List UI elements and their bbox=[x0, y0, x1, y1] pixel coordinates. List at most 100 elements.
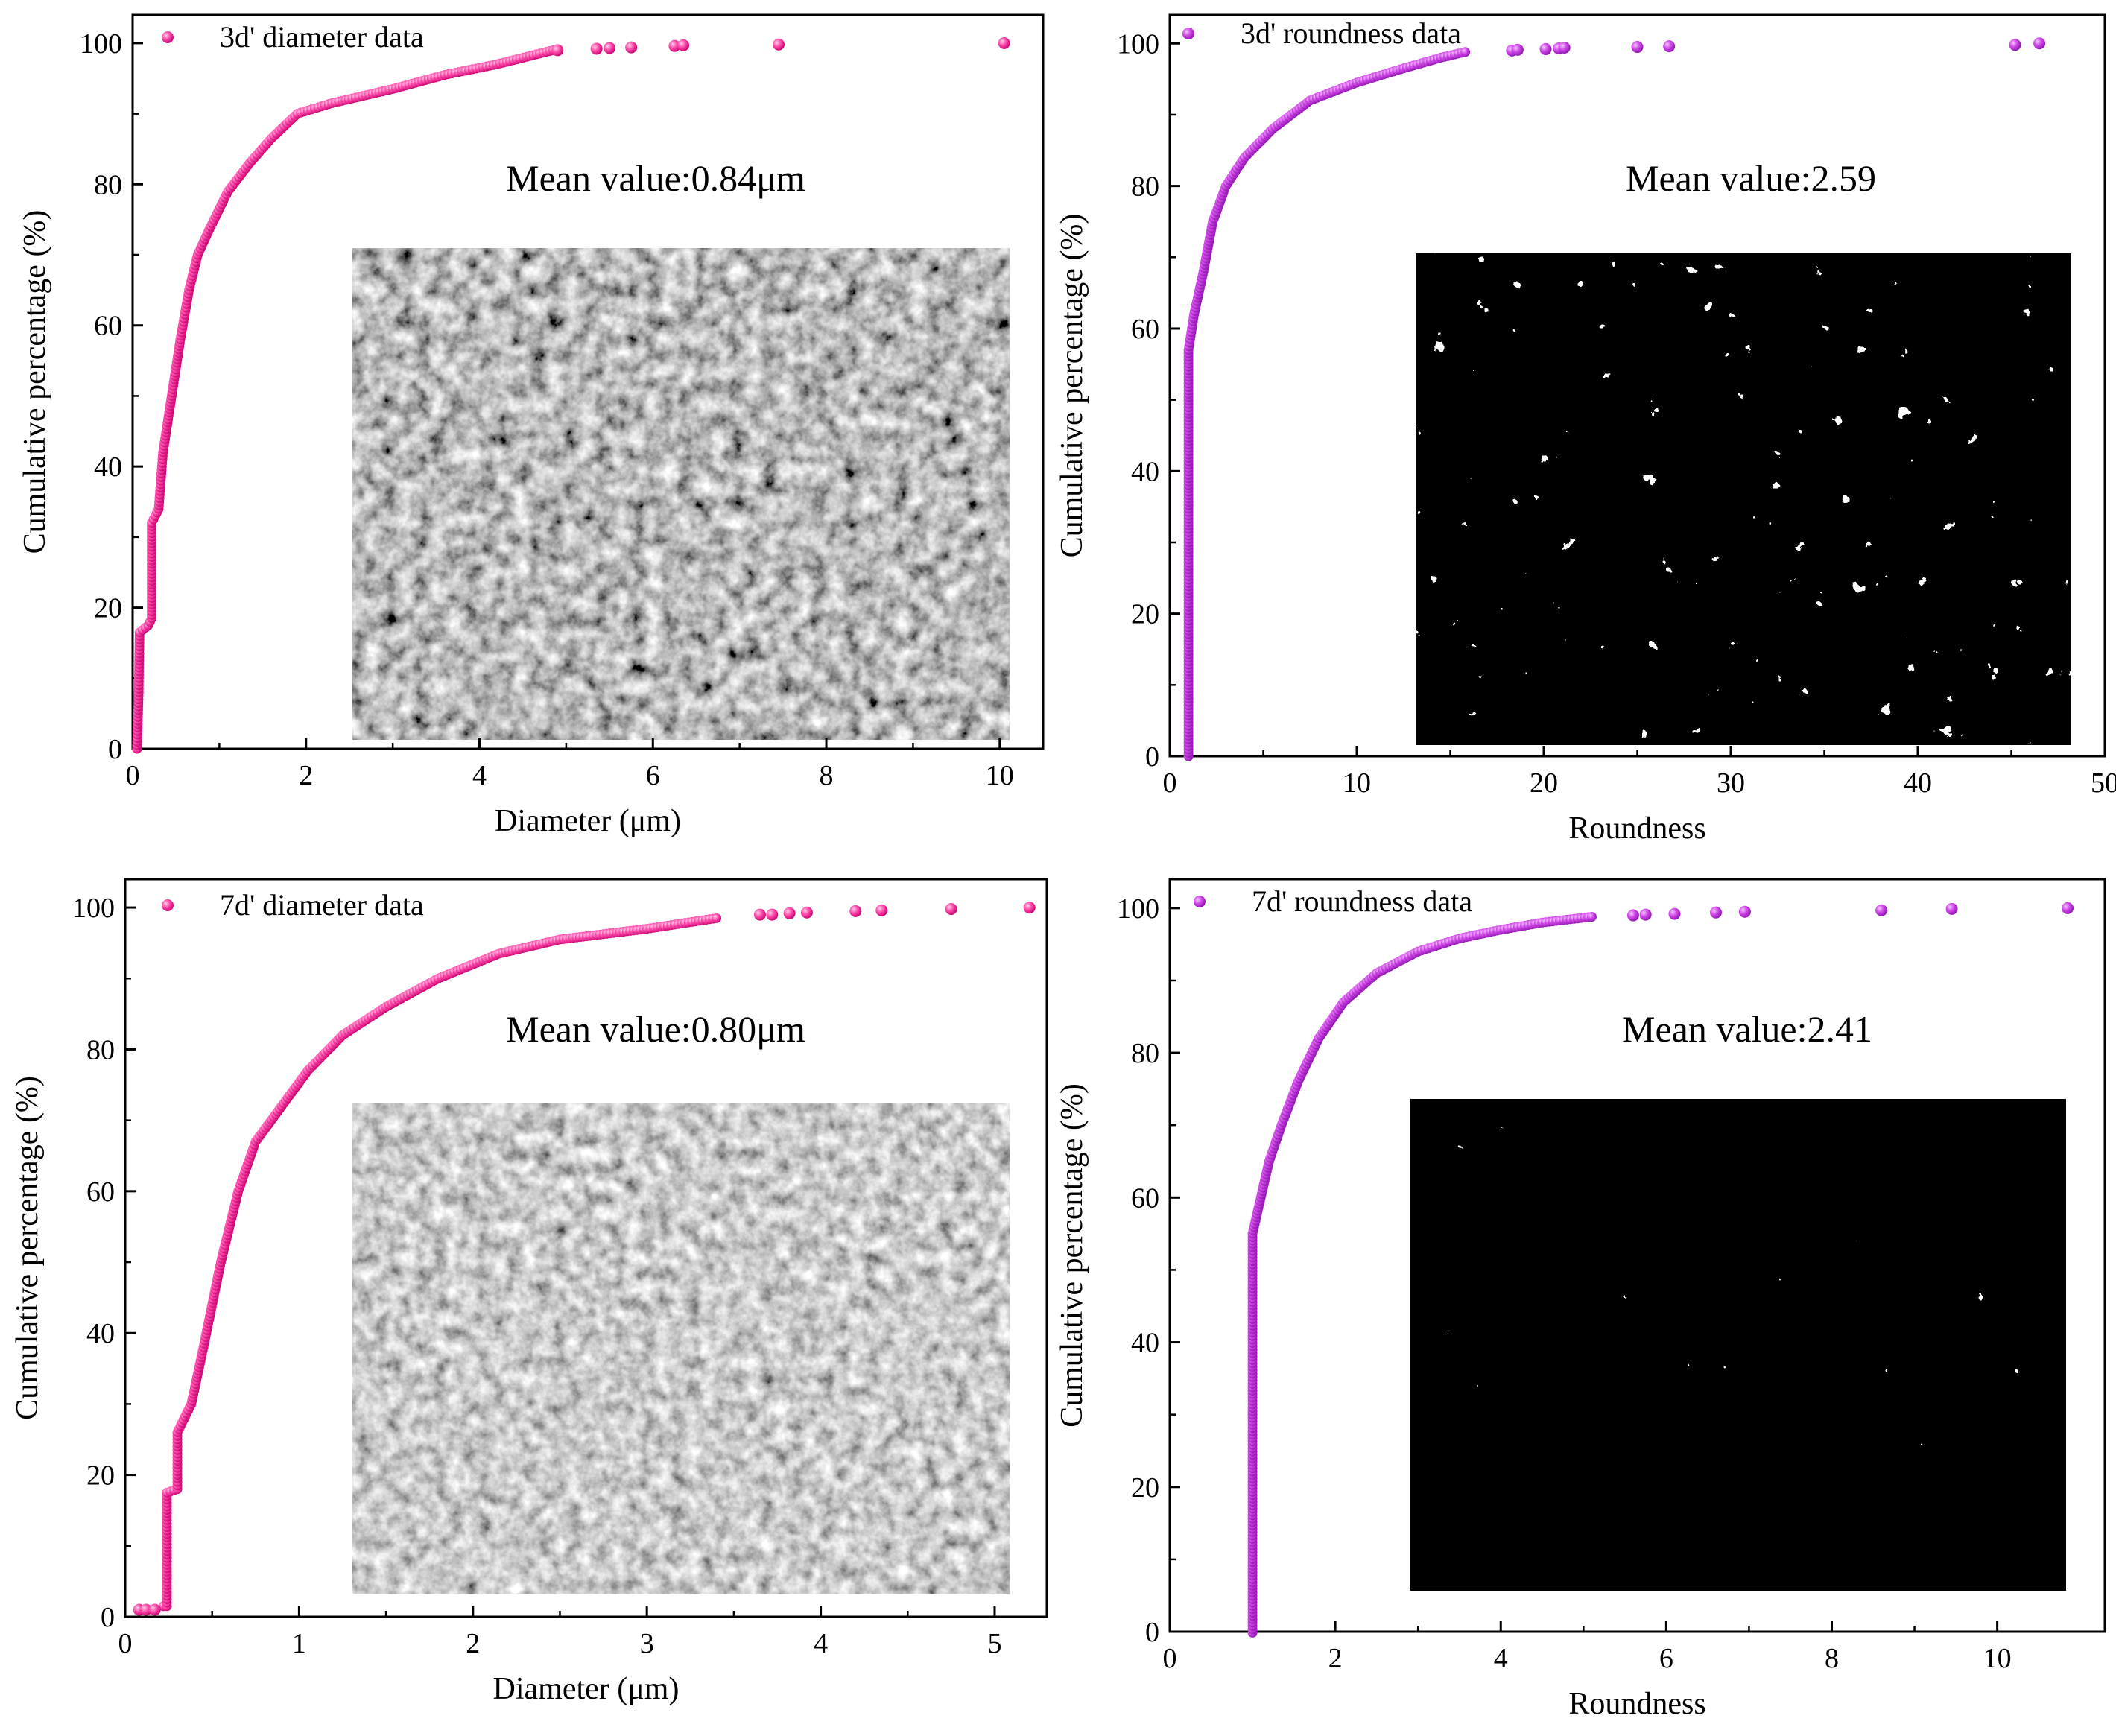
x-axis: 0 10 20 30 40 50 bbox=[1163, 746, 2116, 799]
y-tick-label: 100 bbox=[1117, 893, 1159, 925]
x-tick-label: 4 bbox=[1494, 1643, 1508, 1674]
data-point bbox=[945, 902, 957, 915]
y-axis: 0 20 40 60 80 100 bbox=[80, 28, 143, 765]
plot-frame bbox=[124, 878, 1048, 1618]
data-point bbox=[677, 39, 690, 51]
data-point bbox=[1710, 906, 1723, 919]
data-point bbox=[140, 1603, 153, 1616]
data-point bbox=[1626, 909, 1639, 922]
legend: 7d' diameter data bbox=[162, 888, 424, 922]
x-tick-label: 2 bbox=[1328, 1643, 1343, 1674]
inset-image bbox=[1410, 1099, 2066, 1591]
x-axis-label: Diameter (μm) bbox=[493, 1672, 680, 1706]
y-tick-label: 40 bbox=[1131, 1328, 1159, 1359]
x-axis: 0 2 4 6 8 10 bbox=[1163, 1621, 2012, 1674]
legend: 7d' roundness data bbox=[1194, 884, 1472, 918]
x-tick-label: 6 bbox=[1659, 1643, 1673, 1674]
y-axis-label: Cumulative percentage (%) bbox=[1055, 1083, 1089, 1428]
x-tick-label: 2 bbox=[299, 760, 313, 791]
data-point bbox=[766, 908, 779, 921]
legend-label: 3d' roundness data bbox=[1241, 16, 1461, 50]
y-tick-label: 0 bbox=[1145, 741, 1159, 773]
data-point bbox=[849, 905, 862, 917]
x-tick-label: 40 bbox=[1904, 767, 1932, 799]
y-tick-label: 20 bbox=[94, 593, 122, 624]
legend-label: 7d' diameter data bbox=[220, 888, 424, 922]
data-point bbox=[998, 37, 1010, 49]
y-tick-label: 20 bbox=[86, 1460, 115, 1492]
data-point bbox=[551, 44, 564, 57]
data-point bbox=[875, 904, 888, 916]
legend-label: 7d' roundness data bbox=[1252, 884, 1472, 918]
x-tick-label: 1 bbox=[292, 1628, 306, 1659]
x-axis-label: Diameter (μm) bbox=[495, 804, 681, 838]
y-tick-label: 80 bbox=[94, 169, 122, 200]
data-point bbox=[625, 41, 638, 54]
mean-value-annotation: Mean value:2.59 bbox=[1626, 157, 1876, 199]
data-point bbox=[668, 39, 681, 52]
data-series bbox=[133, 902, 1036, 1616]
y-tick-label: 100 bbox=[72, 893, 115, 924]
x-tick-label: 0 bbox=[1163, 1643, 1177, 1674]
legend: 3d' roundness data bbox=[1182, 16, 1461, 50]
y-axis-label: Cumulative percentage (%) bbox=[10, 1076, 45, 1420]
legend-marker bbox=[1182, 28, 1194, 39]
plot-frame bbox=[1168, 878, 2106, 1633]
data-series bbox=[1183, 37, 2046, 761]
y-axis: 0 20 40 60 80 100 bbox=[1117, 893, 1180, 1648]
data-point bbox=[1639, 908, 1652, 921]
x-tick-label: 10 bbox=[1983, 1643, 2012, 1674]
y-axis: 0 20 40 60 80 100 bbox=[72, 893, 136, 1633]
x-axis: 0 2 4 6 8 10 bbox=[126, 738, 1014, 791]
x-tick-label: 4 bbox=[472, 760, 487, 791]
data-point bbox=[1668, 907, 1681, 920]
x-axis-label: Roundness bbox=[1568, 811, 1705, 846]
x-tick-label: 30 bbox=[1717, 767, 1745, 799]
y-tick-label: 60 bbox=[86, 1176, 115, 1208]
x-tick-label: 3 bbox=[640, 1628, 654, 1659]
y-tick-label: 0 bbox=[108, 734, 122, 765]
y-axis: 0 20 40 60 80 100 bbox=[1117, 28, 1180, 773]
data-series bbox=[1247, 902, 2074, 1638]
y-tick-label: 40 bbox=[1131, 456, 1159, 487]
y-tick-label: 80 bbox=[1131, 1038, 1159, 1069]
x-tick-label: 8 bbox=[820, 760, 834, 791]
data-point bbox=[1023, 902, 1036, 914]
chart-panel-3: 0 1 2 3 4 5 0 20 40 60 80 100 Diameter (μm) Cumulativ… bbox=[10, 878, 1048, 1706]
y-tick-label: 20 bbox=[1131, 1472, 1159, 1504]
data-point bbox=[1875, 904, 1888, 916]
inset-image bbox=[1416, 253, 2071, 745]
legend-marker bbox=[162, 31, 174, 43]
y-tick-label: 0 bbox=[1145, 1617, 1159, 1648]
x-tick-label: 2 bbox=[466, 1628, 480, 1659]
data-series bbox=[132, 37, 1010, 754]
data-point bbox=[712, 913, 722, 923]
chart-panel-2: 0 10 20 30 40 50 0 20 40 60 80 100 Roundness Cumulati… bbox=[1055, 13, 2116, 846]
x-tick-label: 0 bbox=[126, 760, 140, 791]
y-axis-label: Cumulative percentage (%) bbox=[1055, 214, 1089, 558]
x-axis-label: Roundness bbox=[1568, 1687, 1705, 1721]
data-point bbox=[1539, 42, 1552, 55]
x-axis: 0 1 2 3 4 5 bbox=[118, 1606, 1001, 1659]
data-point bbox=[1460, 47, 1471, 57]
x-tick-label: 10 bbox=[1343, 767, 1371, 799]
legend: 3d' diameter data bbox=[162, 20, 424, 54]
y-axis-label: Cumulative percentage (%) bbox=[18, 210, 52, 554]
data-point bbox=[604, 42, 616, 54]
data-point bbox=[1511, 43, 1524, 56]
y-tick-label: 80 bbox=[1131, 171, 1159, 203]
x-tick-label: 0 bbox=[1163, 767, 1177, 799]
y-tick-label: 60 bbox=[1131, 314, 1159, 345]
data-point bbox=[148, 1603, 161, 1616]
y-tick-label: 40 bbox=[94, 452, 122, 483]
plot-frame bbox=[131, 13, 1045, 750]
x-tick-label: 50 bbox=[2091, 767, 2116, 799]
x-tick-label: 6 bbox=[646, 760, 660, 791]
legend-marker bbox=[1194, 896, 1206, 907]
inset-image bbox=[352, 248, 1010, 740]
data-point bbox=[1663, 40, 1676, 53]
y-tick-label: 60 bbox=[94, 311, 122, 342]
data-point bbox=[783, 907, 796, 919]
